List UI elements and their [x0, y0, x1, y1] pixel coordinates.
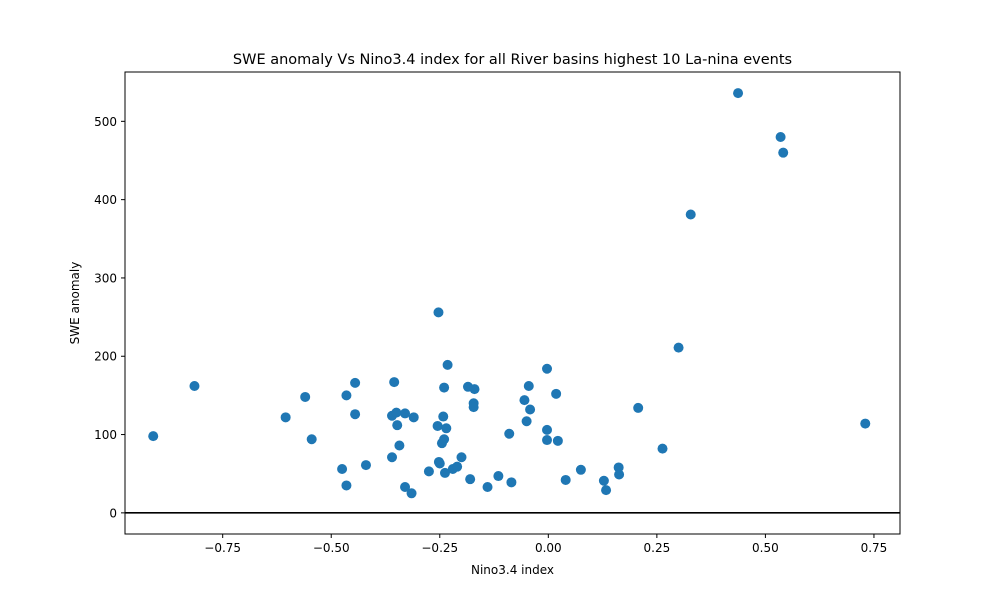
data-point [391, 407, 402, 418]
data-point [542, 424, 553, 435]
data-point [432, 420, 443, 431]
data-point [441, 423, 452, 434]
data-point [733, 88, 744, 99]
x-tick-label: −0.75 [204, 541, 241, 555]
data-point [673, 342, 684, 353]
data-point [306, 434, 317, 445]
data-point [551, 388, 562, 399]
data-point [456, 452, 467, 463]
x-axis-label: Nino3.4 index [471, 563, 554, 577]
data-point [406, 488, 417, 499]
y-tick-label: 500 [94, 115, 117, 129]
y-axis-ticks: 0 100 200 300 400 500 [94, 115, 125, 520]
data-point [504, 428, 515, 439]
data-point [439, 434, 450, 445]
data-point [493, 471, 504, 482]
y-tick-label: 300 [94, 271, 117, 285]
data-point [482, 482, 493, 493]
data-point [433, 307, 444, 318]
data-point [465, 474, 476, 485]
x-tick-label: 0.50 [752, 541, 779, 555]
x-tick-label: −0.25 [421, 541, 458, 555]
data-point [633, 402, 644, 413]
data-point [685, 209, 696, 220]
data-point [350, 377, 361, 388]
x-tick-label: 0.75 [861, 541, 888, 555]
data-points-group [148, 88, 871, 499]
data-point [542, 435, 553, 446]
data-point [408, 412, 419, 423]
data-point [506, 477, 517, 488]
y-tick-label: 100 [94, 428, 117, 442]
x-tick-label: 0.25 [644, 541, 671, 555]
data-point [521, 416, 532, 427]
plot-frame [124, 71, 901, 535]
data-point [439, 467, 450, 478]
data-point [280, 412, 291, 423]
x-axis-ticks: −0.75 −0.50 −0.25 0.00 0.25 0.50 0.75 [204, 534, 887, 555]
data-point [189, 381, 200, 392]
data-point [442, 359, 453, 370]
data-point [560, 474, 571, 485]
data-point [614, 469, 625, 480]
data-point [341, 480, 352, 491]
data-point [542, 363, 553, 374]
data-point [452, 461, 463, 472]
x-tick-label: −0.50 [313, 541, 350, 555]
data-point [657, 443, 668, 454]
y-axis-label: SWE anomaly [68, 262, 82, 345]
x-tick-label: 0.00 [535, 541, 562, 555]
data-point [387, 452, 398, 463]
data-point [601, 485, 612, 496]
data-point [775, 131, 786, 142]
data-point [860, 418, 871, 429]
data-point [148, 431, 159, 442]
y-tick-label: 0 [109, 506, 117, 520]
data-point [400, 408, 411, 419]
data-point [360, 460, 371, 471]
data-point [423, 466, 434, 477]
data-point [523, 381, 534, 392]
data-point [575, 464, 586, 475]
data-point [394, 440, 405, 451]
data-point [519, 395, 530, 406]
data-point [525, 404, 536, 415]
y-tick-label: 400 [94, 193, 117, 207]
data-point [389, 377, 400, 388]
data-point [439, 382, 450, 393]
data-point [469, 384, 480, 395]
data-point [350, 409, 361, 420]
data-point [300, 391, 311, 402]
data-point [778, 147, 789, 158]
data-point [400, 482, 411, 493]
data-point [341, 390, 352, 401]
data-point [337, 464, 348, 475]
data-point [552, 435, 563, 446]
data-point [598, 475, 609, 486]
data-point [438, 411, 449, 422]
y-tick-label: 200 [94, 350, 117, 364]
chart-title: SWE anomaly Vs Nino3.4 index for all Riv… [233, 52, 792, 68]
data-point [468, 402, 479, 413]
data-point [434, 458, 445, 469]
data-point [392, 420, 403, 431]
